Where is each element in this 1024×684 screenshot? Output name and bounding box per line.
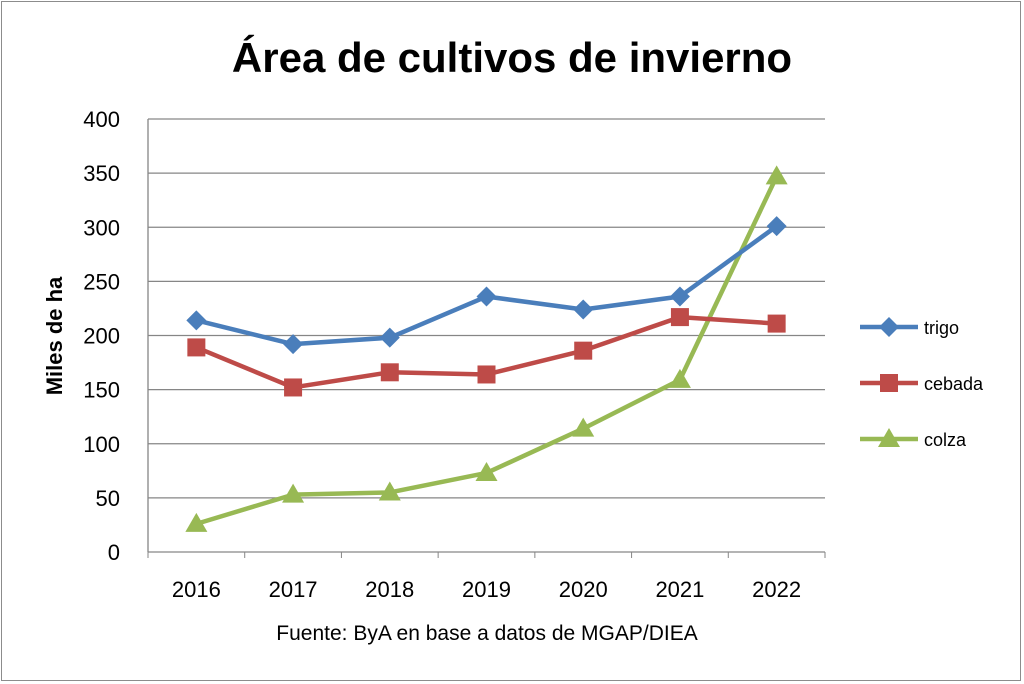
x-tick-label: 2018 <box>365 577 414 602</box>
series-colza <box>185 165 788 532</box>
y-tick-label: 50 <box>96 486 120 511</box>
y-tick-label: 200 <box>83 324 120 349</box>
x-tick-label: 2021 <box>655 577 704 602</box>
y-tick-label: 100 <box>83 432 120 457</box>
y-tick-label: 150 <box>83 378 120 403</box>
square-marker <box>880 374 898 392</box>
x-tick-label: 2017 <box>269 577 318 602</box>
square-marker <box>767 314 786 333</box>
legend-label: cebada <box>924 374 984 394</box>
chart-title: Área de cultivos de invierno <box>232 34 792 81</box>
diamond-marker <box>573 299 594 320</box>
x-tick-label: 2019 <box>462 577 511 602</box>
square-marker <box>380 363 399 382</box>
diamond-marker <box>283 334 304 355</box>
series-line-trigo <box>195 224 778 347</box>
diamond-marker <box>766 216 787 237</box>
diamond-marker <box>379 327 400 348</box>
triangle-marker <box>475 461 498 481</box>
x-tick-label: 2020 <box>559 577 608 602</box>
triangle-marker <box>878 428 900 447</box>
triangle-marker <box>282 483 305 503</box>
series-cebada <box>187 308 786 397</box>
x-tick-label: 2016 <box>172 577 221 602</box>
y-tick-label: 250 <box>83 269 120 294</box>
square-marker <box>187 338 206 357</box>
square-marker <box>670 308 689 327</box>
x-tick-label: 2022 <box>752 577 801 602</box>
diamond-marker <box>879 317 899 337</box>
square-marker <box>574 341 593 360</box>
y-tick-label: 400 <box>83 107 120 132</box>
square-marker <box>477 365 496 384</box>
y-axis-label: Miles de ha <box>42 276 67 395</box>
triangle-marker <box>572 417 595 437</box>
y-tick-label: 300 <box>83 215 120 240</box>
legend-label: trigo <box>924 318 959 338</box>
y-tick-label: 350 <box>83 161 120 186</box>
x-axis-label: Fuente: ByA en base a datos de MGAP/DIEA <box>276 622 697 645</box>
y-tick-label: 0 <box>108 540 120 565</box>
diamond-marker <box>669 286 690 307</box>
triangle-marker <box>185 512 208 532</box>
diamond-marker <box>476 286 497 307</box>
legend-label: colza <box>924 430 967 450</box>
triangle-marker <box>378 481 401 501</box>
diamond-marker <box>186 310 207 331</box>
triangle-marker <box>668 368 691 388</box>
series-trigo <box>186 216 787 355</box>
triangle-marker <box>765 165 788 185</box>
square-marker <box>284 378 303 397</box>
